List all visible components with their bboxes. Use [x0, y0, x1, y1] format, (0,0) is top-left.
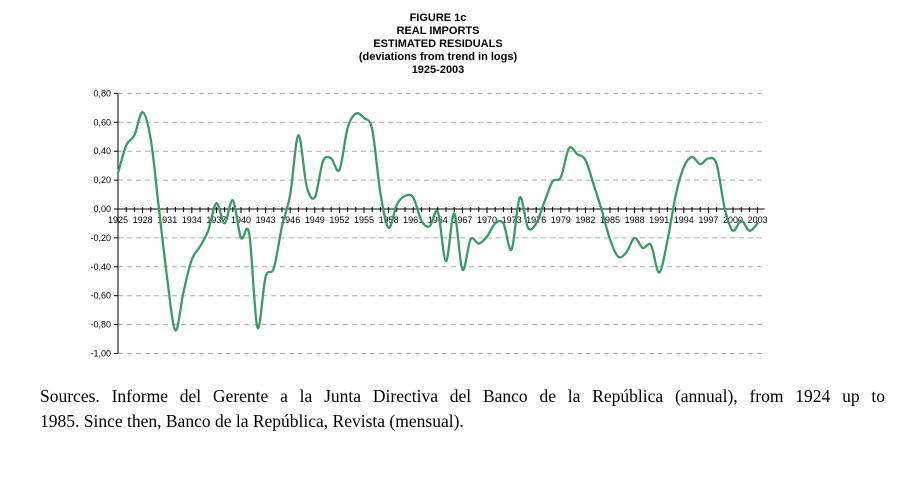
- figure-title-line: 1925-2003: [411, 64, 465, 76]
- x-axis-label: 1988: [625, 215, 645, 225]
- x-axis-label: 1931: [157, 215, 177, 225]
- y-axis-label: 0,40: [93, 146, 111, 156]
- x-axis-label: 1991: [649, 215, 669, 225]
- figure-title-line: REAL IMPORTS: [396, 25, 480, 37]
- y-axis-label: 0,00: [93, 204, 111, 214]
- residuals-line: [116, 111, 759, 332]
- y-axis-label: -1,00: [90, 349, 111, 359]
- y-axis-label: 0,20: [93, 175, 111, 185]
- x-axis-label: 1973: [502, 215, 522, 225]
- x-axis-label: 1934: [182, 215, 202, 225]
- figure-title: FIGURE 1c REAL IMPORTS ESTIMATED RESIDUA…: [0, 12, 876, 77]
- x-axis-label: 1937: [206, 215, 226, 225]
- figure-title-line: FIGURE 1c: [409, 12, 467, 24]
- x-axis-label: 1949: [305, 215, 325, 225]
- y-axis-label: -0,40: [90, 262, 111, 272]
- y-axis-label: -0,20: [90, 233, 111, 243]
- x-axis-label: 1946: [280, 215, 300, 225]
- figure-title-line: ESTIMATED RESIDUALS: [373, 38, 503, 50]
- sources-line: Sources. Informe del Gerente a la Junta …: [40, 386, 885, 406]
- x-axis-label: 1943: [256, 215, 276, 225]
- x-axis-label: 1982: [575, 215, 595, 225]
- sources-line: 1985. Since then, Banco de la República,…: [40, 411, 464, 431]
- x-axis-label: 1958: [379, 215, 399, 225]
- x-axis-label: 1928: [133, 215, 153, 225]
- y-axis-label: 0,80: [93, 88, 111, 98]
- sources-note: Sources. Informe del Gerente a la Junta …: [40, 384, 885, 434]
- x-axis-label: 1964: [428, 215, 448, 225]
- y-axis-label: 0,60: [93, 117, 111, 127]
- residuals-chart: 0,80 0,60 0,40 0,20 0,00 -0,20 -0,40 -0,60 -0,80…: [90, 88, 768, 359]
- x-axis-label: 1997: [698, 215, 718, 225]
- x-axis-label: 1961: [403, 215, 423, 225]
- x-axis-label: 1985: [600, 215, 620, 225]
- figure-title-line: (deviations from trend in logs): [358, 51, 518, 63]
- x-axis-label: 2000: [723, 215, 743, 225]
- x-axis-label: 1979: [551, 215, 571, 225]
- x-axis-label: 1967: [452, 215, 472, 225]
- x-axis-label: 1925: [108, 215, 128, 225]
- x-axis-label: 1976: [526, 215, 546, 225]
- x-axis-label: 1940: [231, 215, 251, 225]
- x-axis-label: 1994: [674, 215, 694, 225]
- y-axis-label: -0,80: [90, 320, 111, 330]
- x-axis-label: 1955: [354, 215, 374, 225]
- y-axis-label: -0,60: [90, 291, 111, 301]
- x-axis-label: 2003: [748, 215, 768, 225]
- x-axis-label: 1970: [477, 215, 497, 225]
- x-axis-label: 1952: [329, 215, 349, 225]
